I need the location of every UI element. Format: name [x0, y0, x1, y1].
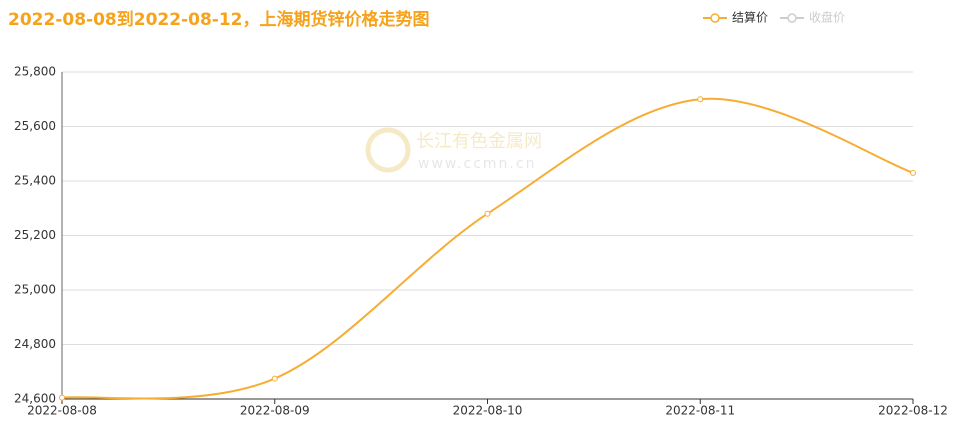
x-tick-label: 2022-08-11 [665, 404, 735, 418]
watermark-logo [365, 127, 411, 173]
legend-label[interactable]: 收盘价 [809, 10, 845, 25]
x-tick-label: 2022-08-12 [878, 404, 948, 418]
data-point [271, 375, 278, 382]
y-tick-label: 25,600 [14, 119, 56, 133]
x-tick-label: 2022-08-08 [27, 404, 97, 418]
x-tick-label: 2022-08-10 [453, 404, 523, 418]
y-tick-label: 24,600 [14, 392, 56, 406]
x-tick-label: 2022-08-09 [240, 404, 310, 418]
watermark-text: 长江有色金属网 [416, 131, 542, 152]
y-tick-label: 25,200 [14, 228, 56, 242]
legend-label[interactable]: 结算价 [732, 10, 768, 25]
y-tick-label: 25,000 [14, 283, 56, 297]
y-tick-label: 25,800 [14, 65, 56, 79]
legend-marker [710, 13, 720, 23]
y-tick-label: 25,400 [14, 174, 56, 188]
chart-title: 2022-08-08到2022-08-12，上海期货锌价格走势图 [8, 9, 429, 30]
data-point [484, 210, 491, 217]
legend-marker [787, 13, 797, 23]
watermark: 长江有色金属网 www.ccmn.cn [365, 127, 542, 173]
watermark-url: www.ccmn.cn [418, 156, 536, 172]
y-tick-label: 24,800 [14, 337, 56, 351]
data-point [59, 394, 65, 401]
data-point [697, 96, 704, 103]
data-point [910, 169, 916, 176]
